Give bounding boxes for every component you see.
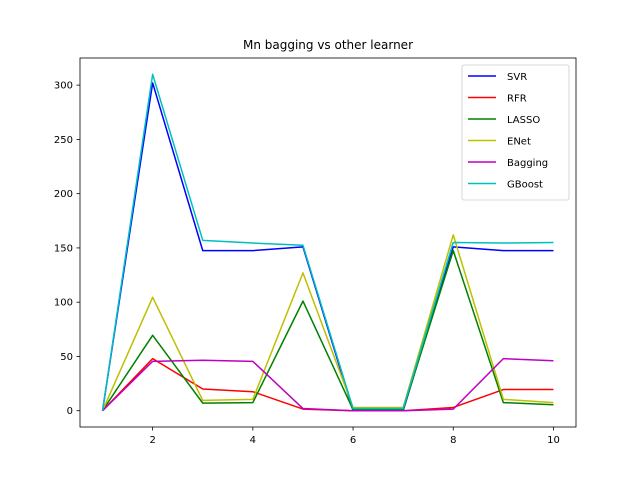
legend-label-svr: SVR <box>507 72 527 83</box>
legend-label-gboost: GBoost <box>507 180 543 191</box>
x-tick-label: 8 <box>450 435 456 446</box>
x-tick-label: 10 <box>547 435 560 446</box>
plot-area <box>101 73 554 412</box>
legend-label-lasso: LASSO <box>507 115 540 126</box>
y-tick-label: 50 <box>60 352 73 363</box>
x-tick-label: 2 <box>149 435 155 446</box>
series-line-bagging <box>102 357 554 412</box>
legend-label-bagging: Bagging <box>507 158 548 169</box>
y-tick-label: 100 <box>54 298 73 309</box>
x-tick-label: 4 <box>250 435 256 446</box>
legend-box <box>461 64 570 201</box>
legend-label-enet: ENet <box>507 137 531 148</box>
legend: SVR RFR LASSO ENet Bagging GBoost <box>461 64 570 201</box>
y-tick-label: 0 <box>67 406 73 417</box>
y-tick-label: 300 <box>54 81 73 92</box>
series-line-rfr <box>102 357 554 412</box>
series-line-lasso <box>101 249 554 412</box>
y-tick-label: 200 <box>54 189 73 200</box>
legend-label-rfr: RFR <box>507 94 527 105</box>
y-tick-label: 250 <box>54 135 73 146</box>
series-line-enet <box>101 234 554 412</box>
y-tick-label: 150 <box>54 243 73 254</box>
axes-frame <box>79 57 577 428</box>
chart-title: Mn bagging vs other learner <box>243 38 413 52</box>
series-line-gboost <box>101 73 554 411</box>
x-tick-label: 6 <box>350 435 356 446</box>
